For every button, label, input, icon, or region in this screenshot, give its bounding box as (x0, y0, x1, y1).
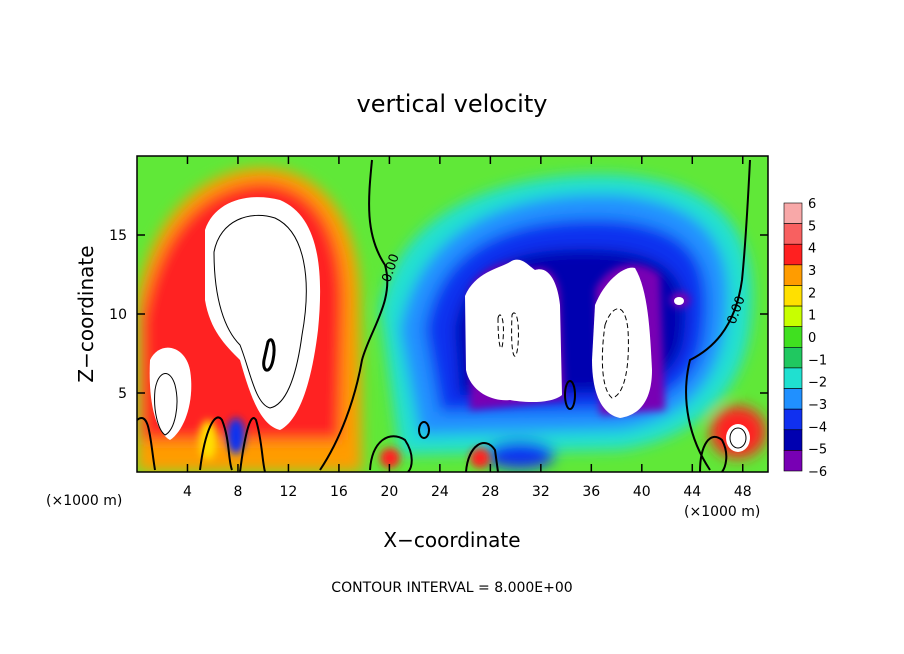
colorbar-swatch (783, 450, 803, 472)
colorbar-swatch (783, 223, 803, 245)
contour-interval-note: CONTOUR INTERVAL = 8.000E+00 (331, 580, 572, 596)
y-tick-label: 10 (109, 307, 127, 323)
colorbar-tick-label: 0 (808, 331, 816, 346)
colorbar-swatch (783, 408, 803, 431)
colorbar-tick-label: 5 (808, 219, 816, 234)
x-tick-label: 16 (330, 484, 348, 500)
x-tick-label: 24 (431, 484, 449, 500)
x-units-label-left: (×1000 m) (46, 493, 122, 509)
colorbar-swatch (783, 388, 803, 410)
y-tick-label: 15 (109, 228, 127, 244)
x-tick-label: 12 (280, 484, 298, 500)
colorbar-tick-label: −3 (808, 398, 827, 413)
y-axis: 5 10 15 (109, 228, 768, 402)
colorbar-swatch (783, 202, 803, 224)
colorbar-swatch (783, 367, 803, 389)
x-units-label-right: (×1000 m) (684, 504, 760, 520)
x-tick-label: 32 (532, 484, 550, 500)
x-tick-label: 48 (734, 484, 752, 500)
colorbar-tick-label: 3 (808, 264, 816, 279)
x-axis: 4 8 12 16 20 24 28 32 36 40 44 48 (183, 156, 752, 500)
y-tick-label: 5 (118, 386, 127, 402)
colorbar-tick-label: 1 (808, 309, 816, 324)
chart-title: vertical velocity (357, 90, 548, 118)
colorbar-tick-label: 2 (808, 286, 816, 301)
colorbar-tick-label: −5 (808, 443, 827, 458)
velocity-field: 0.00 0.00 (137, 156, 768, 472)
colorbar-tick-label: −6 (808, 465, 827, 480)
colorbar-tick-label: −1 (808, 353, 827, 368)
x-tick-label: 4 (183, 484, 192, 500)
x-tick-label: 44 (683, 484, 701, 500)
x-axis-title: X−coordinate (383, 528, 520, 552)
colorbar-swatch (783, 429, 803, 451)
x-tick-label: 28 (481, 484, 499, 500)
x-tick-label: 20 (380, 484, 398, 500)
colorbar-swatch (783, 326, 803, 348)
colorbar-tick-label: −2 (808, 376, 827, 391)
colorbar-tick-label: 6 (808, 197, 816, 212)
colorbar-tick-label: −4 (808, 420, 827, 435)
colorbar-swatch (783, 285, 803, 307)
x-tick-label: 36 (582, 484, 600, 500)
colorbar-swatch (783, 347, 803, 369)
colorbar: 6 5 4 3 2 1 0 −1 −2 −3 −4 −5 −6 (783, 197, 827, 480)
colorbar-swatch (783, 264, 803, 286)
colorbar-swatch (783, 243, 803, 266)
y-axis-title: Z−coordinate (74, 245, 98, 382)
x-tick-label: 40 (633, 484, 651, 500)
x-tick-label: 8 (233, 484, 242, 500)
colorbar-swatch (783, 305, 803, 327)
colorbar-tick-label: 4 (808, 242, 816, 257)
